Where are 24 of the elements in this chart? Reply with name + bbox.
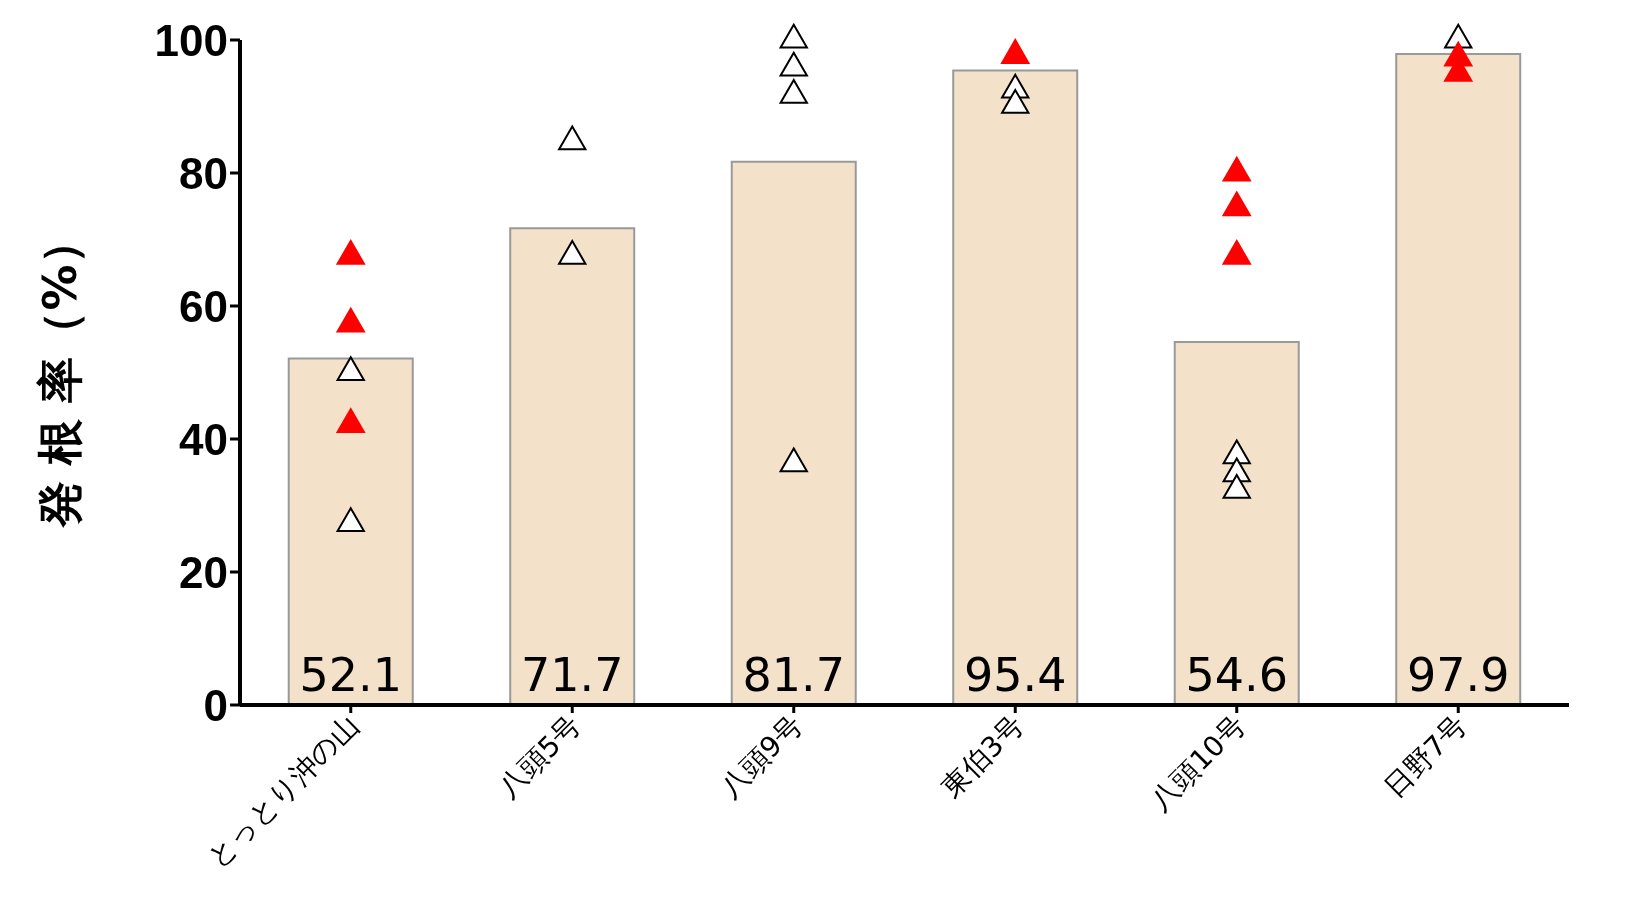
x-tick-label: 八頭10号: [1143, 708, 1252, 817]
y-tick-label: 80: [179, 148, 228, 198]
data-label: 71.7: [521, 648, 624, 702]
x-tick-label: 日野7号: [1377, 708, 1474, 804]
y-tick-label: 100: [154, 15, 228, 65]
y-axis-title: 発 根 率（%）: [33, 218, 88, 528]
x-tick-label: 八頭9号: [713, 708, 809, 804]
bar: [952, 69, 1079, 706]
data-label: 52.1: [299, 648, 402, 702]
bar: [509, 227, 636, 706]
y-tick-label: 20: [179, 547, 228, 597]
data-label: 81.7: [742, 648, 845, 702]
data-label: 97.9: [1407, 648, 1510, 702]
y-tick-label: 40: [179, 414, 228, 464]
data-label: 95.4: [964, 648, 1067, 702]
bar: [287, 357, 414, 706]
bar: [1395, 52, 1522, 706]
bar: [730, 160, 857, 706]
bar: [1173, 340, 1300, 706]
x-tick-label: 東伯3号: [934, 708, 1031, 804]
x-tick-label: 八頭5号: [491, 708, 588, 804]
data-label: 54.6: [1185, 648, 1288, 702]
y-tick-label: 0: [203, 680, 228, 730]
y-tick-label: 60: [179, 281, 228, 331]
